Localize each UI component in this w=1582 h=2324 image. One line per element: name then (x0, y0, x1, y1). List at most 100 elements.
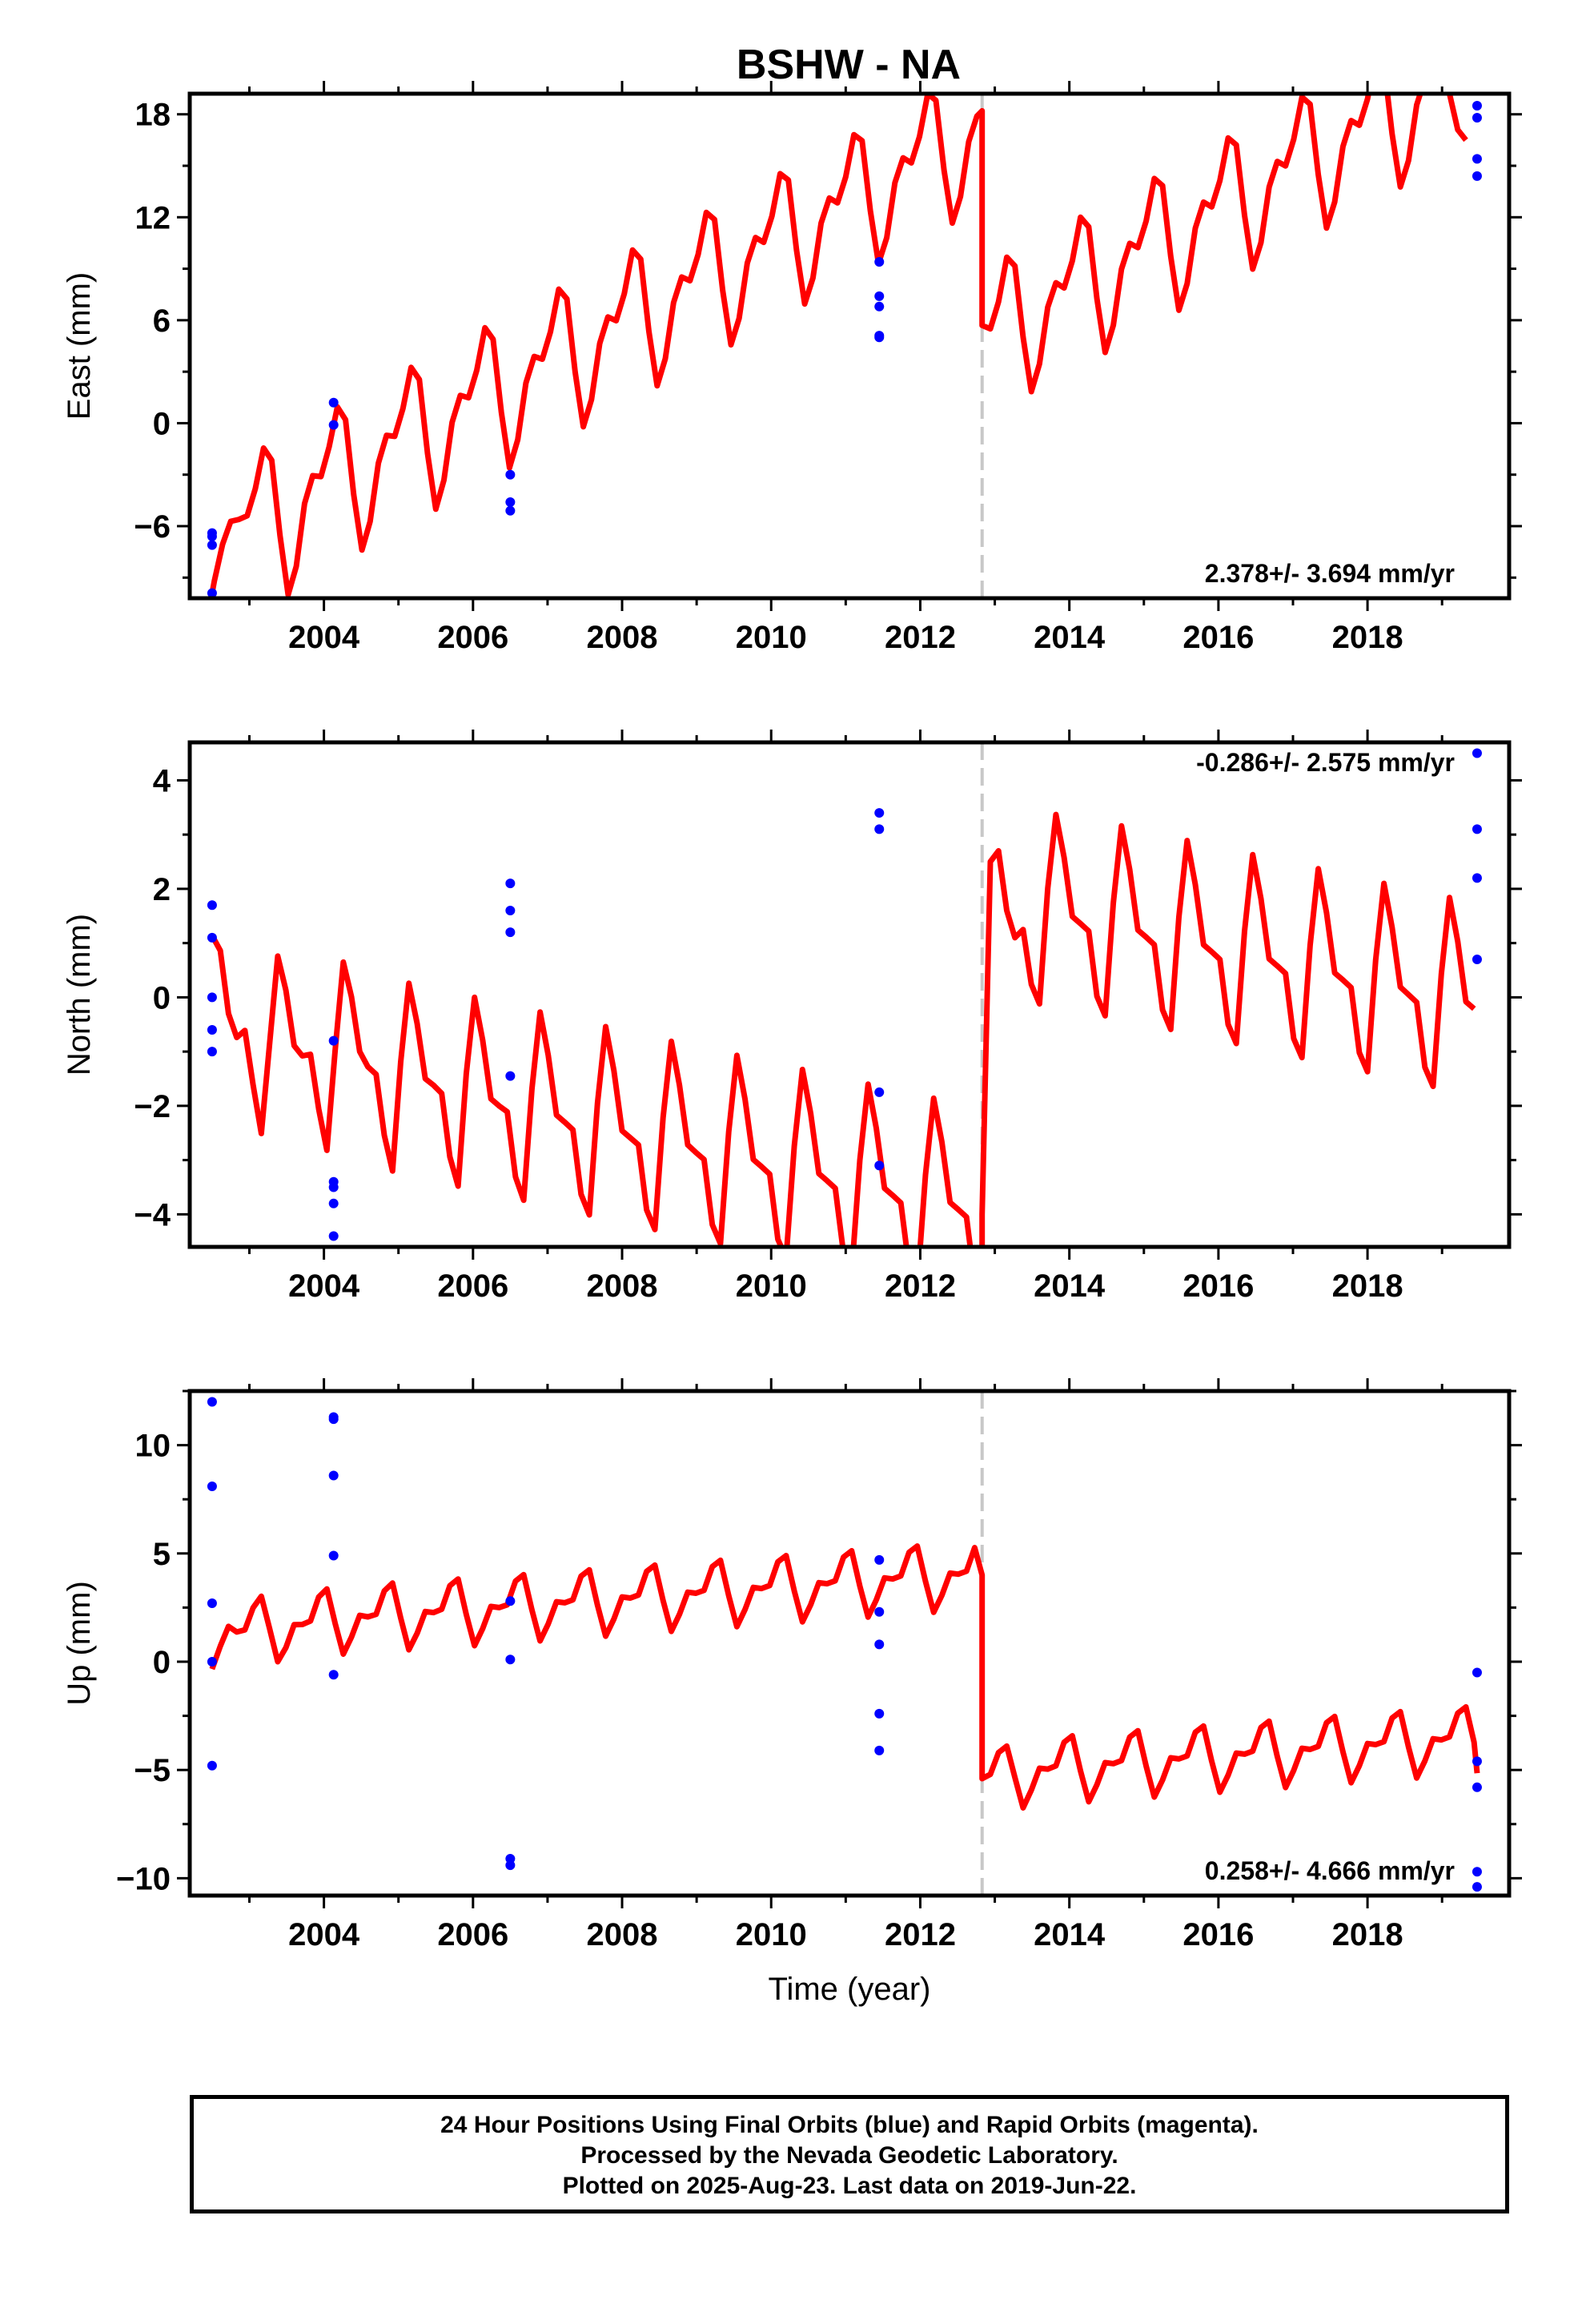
up-data-point (1472, 1782, 1482, 1792)
north-data-point (505, 879, 516, 889)
north-xtick-label: 2010 (736, 1269, 807, 1304)
up-ytick-label: 10 (135, 1429, 171, 1464)
up-data-point (1472, 1756, 1482, 1767)
north-data-point (874, 808, 885, 818)
north-data-point (207, 1025, 217, 1035)
north-data-point (1472, 954, 1482, 964)
east-frame (187, 91, 1512, 601)
up-xtick-label: 2006 (437, 1917, 508, 1952)
footer-line-plotted: Plotted on 2025-Aug-23. Last data on 201… (562, 2173, 1137, 2199)
up-data-point (874, 1639, 885, 1650)
north-data-point (505, 906, 516, 915)
north-data-point (874, 1087, 885, 1097)
north-data-point (207, 992, 217, 1003)
north-data-point (1472, 873, 1482, 883)
up-data-point (1472, 1867, 1482, 1877)
north-data-point (874, 1160, 885, 1171)
north-data-point (1472, 748, 1482, 758)
north-data-point (874, 824, 885, 834)
up-data-point (328, 1414, 339, 1425)
up-xtick-label: 2012 (885, 1917, 956, 1952)
up-xtick-label: 2004 (288, 1917, 360, 1952)
north-data-point (505, 927, 516, 938)
north-data-point (207, 900, 217, 911)
up-ytick-label: −10 (116, 1861, 171, 1896)
up-data-point (207, 1598, 217, 1608)
up-xtick-label: 2008 (587, 1917, 658, 1952)
east-ytick-label: 0 (153, 406, 171, 441)
north-rate-label: -0.286+/- 2.575 mm/yr (1196, 748, 1455, 777)
up-xtick-label: 2016 (1182, 1917, 1254, 1952)
east-model-line (208, 94, 1468, 598)
x-axis-label: Time (year) (769, 1972, 931, 2007)
up-data-point (328, 1550, 339, 1561)
up-data-point (505, 1596, 516, 1606)
north-data-point (328, 1198, 339, 1208)
north-frame (187, 740, 1512, 1249)
east-xtick-label: 2016 (1182, 620, 1254, 655)
up-ytick-label: −5 (134, 1753, 171, 1788)
north-data-point (1472, 824, 1482, 834)
east-data-point (874, 257, 885, 267)
north-xtick-label: 2018 (1332, 1269, 1403, 1304)
up-data-point (207, 1481, 217, 1491)
up-model-line (209, 1543, 1480, 1811)
east-ytick-label: 12 (135, 200, 171, 235)
up-ytick-label: 0 (153, 1645, 171, 1680)
east-data-point (874, 301, 885, 312)
east-data-point (328, 397, 339, 408)
up-data-point (207, 1656, 217, 1667)
east-data-point (1472, 171, 1482, 181)
up-rate-label: 0.258+/- 4.666 mm/yr (1205, 1856, 1455, 1885)
east-data-point (874, 332, 885, 343)
page-title: BSHW - NA (737, 42, 961, 88)
east-xtick-label: 2004 (288, 620, 360, 655)
up-xtick-label: 2010 (736, 1917, 807, 1952)
east-xtick-label: 2010 (736, 620, 807, 655)
east-xtick-label: 2018 (1332, 620, 1403, 655)
north-xtick-label: 2004 (288, 1269, 360, 1304)
north-xtick-label: 2008 (587, 1269, 658, 1304)
north-panel: 2004 2006 2008 2010 2012 2014 2016 2018 −4 −2 0 2 4 N… (62, 730, 1522, 1304)
east-data-point (505, 505, 516, 516)
up-panel: 2004 2006 2008 2010 2012 2014 2016 2018 −10 −5 0 5 1… (62, 1378, 1522, 2007)
north-xtick-label: 2012 (885, 1269, 956, 1304)
east-data-point (874, 291, 885, 301)
up-ylabel: Up (mm) (62, 1581, 97, 1706)
east-xtick-label: 2014 (1034, 620, 1106, 655)
east-data-point (207, 528, 217, 538)
east-data-point (1472, 101, 1482, 111)
north-data-point (207, 1047, 217, 1057)
up-xtick-label: 2014 (1034, 1917, 1106, 1952)
north-data-point (505, 1071, 516, 1081)
north-model-line (209, 811, 1476, 1247)
east-data-point (1472, 154, 1482, 164)
up-data-point (505, 1655, 516, 1665)
east-xtick-label: 2012 (885, 620, 956, 655)
east-data-point (505, 497, 516, 507)
east-data-point (207, 540, 217, 550)
north-xtick-label: 2016 (1182, 1269, 1254, 1304)
north-xtick-label: 2014 (1034, 1269, 1106, 1304)
up-data-point (207, 1397, 217, 1407)
up-data-point (1472, 1882, 1482, 1892)
up-xtick-label: 2018 (1332, 1917, 1403, 1952)
east-data-point (505, 469, 516, 480)
up-data-point (207, 1760, 217, 1771)
footer-line-orbits: 24 Hour Positions Using Final Orbits (bl… (440, 2112, 1259, 2138)
up-data-point (874, 1745, 885, 1755)
north-ytick-label: −2 (134, 1089, 171, 1124)
up-data-point (874, 1708, 885, 1719)
east-data-point (207, 588, 217, 598)
footer-line-processed: Processed by the Nevada Geodetic Laborat… (580, 2142, 1118, 2169)
north-data-point (328, 1035, 339, 1046)
east-ylabel: East (mm) (62, 272, 97, 420)
north-ytick-label: −4 (134, 1197, 171, 1232)
east-panel: 2004 2006 2008 2010 2012 2014 2016 2018 −6 0 6 12 18… (62, 81, 1522, 655)
north-ytick-label: 4 (153, 763, 171, 798)
east-data-point (328, 420, 339, 430)
up-ytick-label: 5 (153, 1537, 171, 1572)
up-data-point (874, 1606, 885, 1617)
east-xtick-label: 2008 (587, 620, 658, 655)
